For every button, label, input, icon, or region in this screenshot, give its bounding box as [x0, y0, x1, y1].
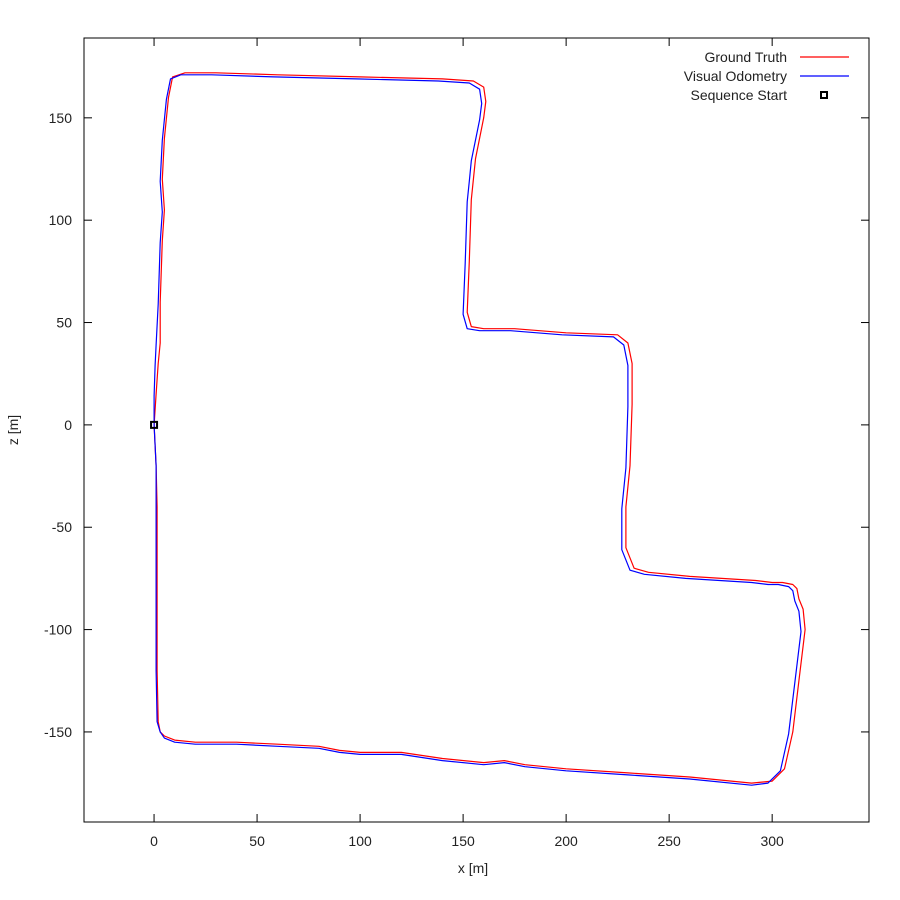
sequence-start-marker — [150, 420, 159, 429]
visual-odometry-line — [153, 74, 802, 786]
y-tick-label: 100 — [49, 212, 73, 228]
x-axis-ticks: 0 50 100 150 200 250 300 — [150, 38, 784, 849]
x-tick-label: 150 — [451, 833, 475, 849]
y-tick-label: -50 — [52, 519, 72, 535]
legend-swatch — [820, 91, 828, 99]
y-axis-ticks: 150 100 50 0 -50 -100 -150 — [44, 110, 869, 740]
x-tick-label: 50 — [249, 833, 265, 849]
y-tick-label: 50 — [56, 315, 72, 331]
y-tick-label: 150 — [49, 110, 73, 126]
ground-truth-line — [153, 72, 806, 784]
legend-label: Ground Truth — [705, 49, 788, 65]
x-tick-label: 100 — [348, 833, 372, 849]
y-tick-label: -100 — [44, 622, 72, 638]
x-axis-label: x [m] — [458, 860, 488, 876]
x-tick-label: 300 — [760, 833, 784, 849]
legend-label: Sequence Start — [690, 87, 787, 103]
legend-label: Visual Odometry — [684, 68, 787, 84]
marker-layer — [150, 420, 159, 429]
legend: Ground Truth Visual Odometry Sequence Star… — [684, 49, 849, 103]
x-tick-label: 200 — [554, 833, 578, 849]
x-tick-label: 0 — [150, 833, 158, 849]
x-tick-label: 250 — [657, 833, 681, 849]
y-axis-label: z [m] — [5, 415, 21, 445]
y-tick-label: 0 — [64, 417, 72, 433]
plot-area-frame — [83, 37, 870, 823]
series-layer — [153, 72, 806, 786]
y-tick-label: -150 — [44, 724, 72, 740]
